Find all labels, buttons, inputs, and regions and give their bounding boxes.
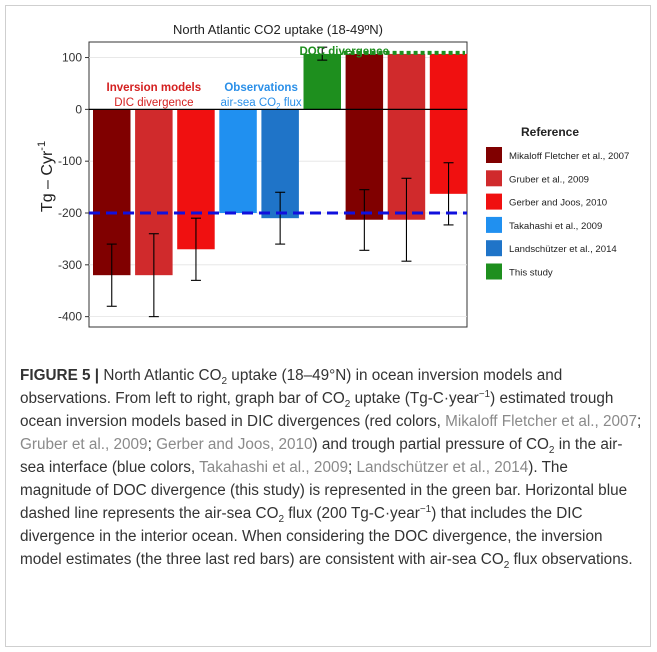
- citation-link[interactable]: Takahashi et al., 2009: [199, 459, 348, 476]
- bar: [219, 109, 257, 213]
- citation-link[interactable]: Landschützer et al., 2014: [356, 459, 529, 476]
- figure-frame: [5, 5, 651, 647]
- legend-label: Gerber and Joos, 2010: [509, 198, 607, 209]
- legend-label: Takahashi et al., 2009: [509, 221, 602, 232]
- legend-item: Mikaloff Fletcher et al., 2007: [486, 147, 629, 163]
- y-axis-label-exponent: -1: [36, 141, 48, 151]
- error-bar: [106, 243, 117, 307]
- legend-title: Reference: [521, 125, 579, 139]
- figure-caption: FIGURE 5 | North Atlantic CO2 uptake (18…: [20, 367, 642, 572]
- annotation-airsea-part: 2: [276, 102, 281, 111]
- citation-link[interactable]: Mikaloff Fletcher et al., 2007: [445, 413, 638, 430]
- error-bar: [401, 177, 412, 262]
- legend-label: Gruber et al., 2009: [509, 174, 589, 185]
- bar-chart: 100 0 -100 -200 -300 -400 North Atlantic CO2 u…: [36, 22, 629, 328]
- error-bar: [148, 233, 159, 318]
- y-tick-label: 100: [62, 51, 82, 65]
- legend-item: Gerber and Joos, 2010: [486, 193, 607, 210]
- caption-label: FIGURE 5 |: [20, 367, 100, 384]
- chart-title: North Atlantic CO2 uptake (18-49ºN): [173, 22, 383, 37]
- legend-item: Gruber et al., 2009: [486, 170, 589, 187]
- annotation-airsea-part: air-sea CO: [221, 97, 277, 109]
- annotation-airsea: air-sea CO2 flux: [221, 97, 302, 111]
- y-axis-label: Tg – Cyr-1: [36, 141, 56, 212]
- y-tick-label: 0: [75, 102, 82, 116]
- y-tick-label: -300: [58, 258, 82, 272]
- legend-label: Mikaloff Fletcher et al., 2007: [509, 151, 629, 162]
- error-bar: [190, 217, 201, 281]
- legend-swatch: [486, 216, 502, 233]
- legend-swatch: [486, 193, 502, 210]
- legend-swatch: [486, 147, 502, 163]
- annotation-dic: DIC divergence: [114, 97, 193, 109]
- legend-item: Landschützer et al., 2014: [486, 240, 617, 257]
- annotation-observations: Observations: [224, 82, 298, 94]
- legend-swatch: [486, 240, 502, 257]
- y-tick-label: -100: [58, 154, 82, 168]
- y-tick-label: -400: [58, 310, 82, 324]
- y-tick-label: -200: [58, 206, 82, 220]
- legend-label: Landschützer et al., 2014: [509, 244, 617, 255]
- annotation-doc: DOC divergence: [300, 46, 389, 58]
- legend-item: This study: [486, 263, 553, 280]
- bar: [303, 53, 341, 110]
- citation-link[interactable]: Gruber et al., 2009: [20, 436, 148, 453]
- legend-label: This study: [509, 268, 553, 279]
- error-bar: [359, 189, 370, 251]
- legend-swatch: [486, 170, 502, 187]
- error-bar: [275, 191, 286, 245]
- error-bar: [317, 46, 328, 61]
- annotation-airsea-part: flux: [281, 97, 302, 109]
- annotation-inversion: Inversion models: [107, 82, 202, 94]
- legend-swatch: [486, 263, 502, 280]
- error-bar: [443, 162, 454, 226]
- citation-link[interactable]: Gerber and Joos, 2010: [156, 436, 313, 453]
- legend-item: Takahashi et al., 2009: [486, 216, 602, 233]
